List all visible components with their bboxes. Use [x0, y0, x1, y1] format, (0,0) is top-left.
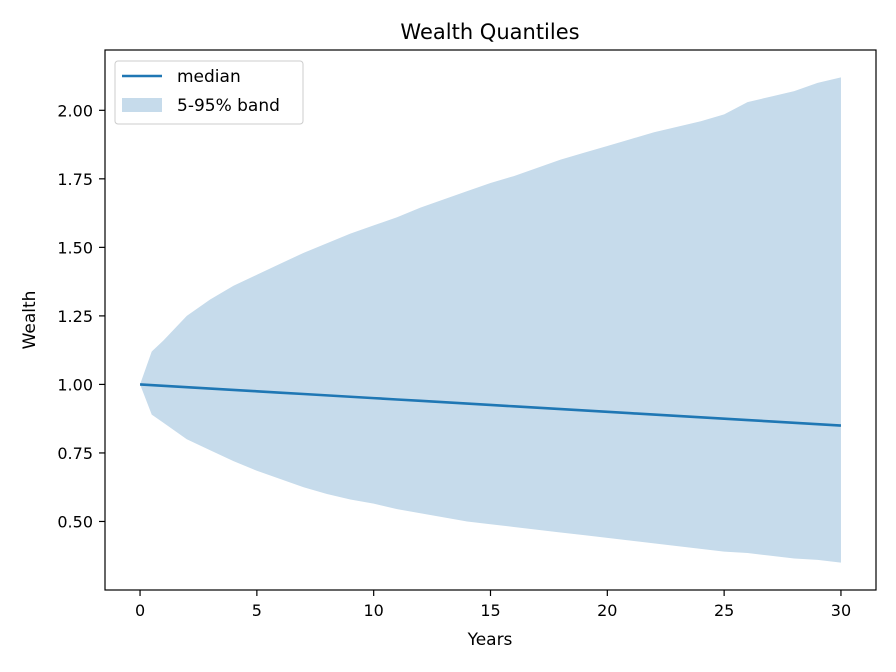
- x-tick-label: 20: [597, 601, 617, 620]
- y-tick-label: 0.75: [57, 444, 93, 463]
- x-tick-label: 25: [714, 601, 734, 620]
- x-tick-label: 30: [831, 601, 851, 620]
- x-axis-label: Years: [467, 630, 513, 650]
- y-tick-label: 2.00: [57, 101, 93, 120]
- y-tick-label: 0.50: [57, 512, 93, 531]
- legend: median 5-95% band: [114, 60, 304, 125]
- line-layer: [139, 383, 842, 427]
- x-tick-label: 15: [480, 601, 500, 620]
- chart-title: Wealth Quantiles: [400, 20, 579, 44]
- y-tick-label: 1.00: [57, 375, 93, 394]
- y-tick-label: 1.50: [57, 238, 93, 257]
- quantile-band-area: [140, 77, 841, 563]
- legend-median-label: median: [177, 67, 241, 87]
- x-tick-label: 10: [364, 601, 384, 620]
- x-axis-ticks: 0 5 10 15 20 25 30: [135, 590, 851, 620]
- legend-band-label: 5-95% band: [177, 96, 280, 116]
- band-layer: [140, 77, 841, 563]
- y-axis-label: Wealth: [20, 291, 40, 350]
- x-tick-label: 5: [252, 601, 262, 620]
- legend-band-swatch: [122, 98, 162, 112]
- y-axis-ticks: 0.50 0.75 1.00 1.25 1.50 1.75 2.00: [57, 101, 105, 531]
- median-line: [139, 383, 842, 427]
- y-tick-label: 1.25: [57, 307, 93, 326]
- x-tick-label: 0: [135, 601, 145, 620]
- y-tick-label: 1.75: [57, 170, 93, 189]
